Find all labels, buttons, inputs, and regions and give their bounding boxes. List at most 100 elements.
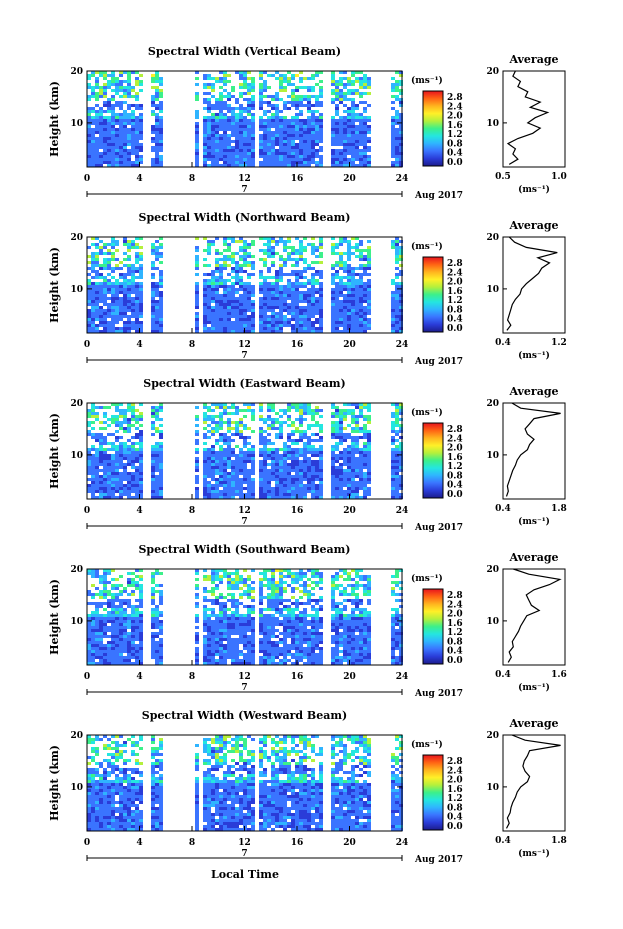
y-tick-label: 20 bbox=[70, 67, 83, 77]
panel-title: Spectral Width (Northward Beam) bbox=[139, 211, 351, 224]
average-x-tick-label: 1.8 bbox=[551, 836, 567, 846]
average-y-tick-label: 20 bbox=[486, 67, 499, 77]
colorbar-tick-label: 0.8 bbox=[447, 803, 463, 813]
x-tick-label: 16 bbox=[291, 672, 304, 682]
colorbar-unit: (ms⁻¹) bbox=[411, 739, 443, 750]
average-y-tick-label: 10 bbox=[486, 617, 499, 627]
colorbar-tick-label: 0.0 bbox=[447, 324, 463, 334]
y-axis-label: Height (km) bbox=[48, 81, 61, 157]
average-x-tick-label: 1.8 bbox=[551, 504, 567, 514]
colorbar-tick-label: 2.8 bbox=[447, 757, 463, 767]
heatmap-cells bbox=[87, 569, 403, 665]
x-tick-label: 20 bbox=[343, 506, 356, 516]
figure-xlabel: Local Time bbox=[211, 868, 279, 881]
average-profile-line bbox=[506, 236, 558, 331]
x-tick-label: 8 bbox=[189, 174, 195, 184]
average-frame bbox=[502, 402, 566, 500]
x-tick-label: 8 bbox=[189, 506, 195, 516]
colorbar-tick-label: 2.0 bbox=[447, 112, 463, 122]
colorbar-tick-label: 2.4 bbox=[447, 434, 463, 444]
date-label: Aug 2017 bbox=[414, 191, 463, 201]
average-y-tick-label: 10 bbox=[486, 451, 499, 461]
average-y-tick-label: 10 bbox=[486, 783, 499, 793]
colorbar-tick-label: 0.4 bbox=[447, 481, 463, 491]
date-label: Aug 2017 bbox=[414, 855, 463, 865]
x-tick-label: 24 bbox=[396, 672, 409, 682]
y-tick-label: 10 bbox=[70, 783, 83, 793]
y-tick-label: 20 bbox=[70, 233, 83, 243]
colorbar-tick-label: 0.8 bbox=[447, 139, 463, 149]
x-tick-label: 0 bbox=[84, 340, 90, 350]
panel-1: Spectral Width (Northward Beam) Height (k… bbox=[48, 211, 567, 367]
heatmap-cells bbox=[87, 403, 403, 499]
x-tick-label: 16 bbox=[291, 838, 304, 848]
colorbar-tick-label: 1.2 bbox=[447, 794, 463, 804]
y-axis-label: Height (km) bbox=[48, 247, 61, 323]
y-tick-label: 10 bbox=[70, 451, 83, 461]
colorbar bbox=[422, 588, 444, 665]
colorbar-unit: (ms⁻¹) bbox=[411, 75, 443, 86]
x-tick-label: 12 bbox=[238, 838, 251, 848]
average-frame bbox=[502, 568, 566, 666]
average-x-tick-label: 1.0 bbox=[551, 172, 567, 182]
average-title: Average bbox=[508, 551, 558, 564]
x-tick-label: 16 bbox=[291, 506, 304, 516]
colorbar bbox=[422, 90, 444, 167]
average-profile-line bbox=[505, 402, 561, 497]
colorbar-tick-label: 1.6 bbox=[447, 287, 463, 297]
x-tick-label: 0 bbox=[84, 672, 90, 682]
colorbar bbox=[422, 422, 444, 499]
colorbar-tick-label: 0.0 bbox=[447, 490, 463, 500]
colorbar-tick-label: 0.0 bbox=[447, 656, 463, 666]
average-y-tick-label: 10 bbox=[486, 285, 499, 295]
colorbar-tick-label: 2.4 bbox=[447, 766, 463, 776]
colorbar-tick-label: 0.4 bbox=[447, 315, 463, 325]
x-tick-label: 16 bbox=[291, 174, 304, 184]
y-axis-label: Height (km) bbox=[48, 579, 61, 655]
average-frame bbox=[502, 70, 566, 168]
colorbar-tick-label: 2.4 bbox=[447, 600, 463, 610]
colorbar bbox=[422, 754, 444, 831]
x-tick-label: 4 bbox=[136, 506, 142, 516]
colorbar-tick-label: 2.0 bbox=[447, 278, 463, 288]
colorbar-tick-label: 1.2 bbox=[447, 462, 463, 472]
average-xlabel: (ms⁻¹) bbox=[518, 350, 550, 361]
day-label: 7 bbox=[241, 185, 247, 195]
x-tick-label: 0 bbox=[84, 174, 90, 184]
x-tick-label: 0 bbox=[84, 506, 90, 516]
colorbar bbox=[422, 256, 444, 333]
colorbar-tick-label: 2.8 bbox=[447, 259, 463, 269]
average-profile-line bbox=[506, 70, 550, 165]
panel-title: Spectral Width (Vertical Beam) bbox=[148, 45, 341, 58]
colorbar-tick-label: 0.8 bbox=[447, 471, 463, 481]
date-label: Aug 2017 bbox=[414, 523, 463, 533]
average-xlabel: (ms⁻¹) bbox=[518, 184, 550, 195]
colorbar-tick-label: 0.4 bbox=[447, 813, 463, 823]
average-frame bbox=[502, 236, 566, 334]
average-title: Average bbox=[508, 717, 558, 730]
panel-0: Spectral Width (Vertical Beam) Height (km… bbox=[48, 45, 567, 201]
x-tick-label: 4 bbox=[136, 672, 142, 682]
average-y-tick-label: 20 bbox=[486, 399, 499, 409]
average-x-tick-label: 0.4 bbox=[495, 504, 511, 514]
colorbar-tick-label: 1.6 bbox=[447, 121, 463, 131]
average-x-tick-label: 1.2 bbox=[551, 338, 567, 348]
colorbar-tick-label: 0.4 bbox=[447, 149, 463, 159]
average-title: Average bbox=[508, 219, 558, 232]
day-label: 7 bbox=[241, 683, 247, 693]
colorbar-tick-label: 2.4 bbox=[447, 102, 463, 112]
x-tick-label: 24 bbox=[396, 340, 409, 350]
y-axis-label: Height (km) bbox=[48, 413, 61, 489]
average-profile-line bbox=[505, 734, 561, 829]
colorbar-tick-label: 2.0 bbox=[447, 610, 463, 620]
average-x-tick-label: 0.5 bbox=[495, 172, 511, 182]
x-tick-label: 4 bbox=[136, 838, 142, 848]
day-label: 7 bbox=[241, 351, 247, 361]
x-tick-label: 20 bbox=[343, 672, 356, 682]
average-xlabel: (ms⁻¹) bbox=[518, 682, 550, 693]
x-tick-label: 8 bbox=[189, 672, 195, 682]
day-label: 7 bbox=[241, 517, 247, 527]
panel-title: Spectral Width (Eastward Beam) bbox=[143, 377, 345, 390]
average-frame bbox=[502, 734, 566, 832]
x-tick-label: 20 bbox=[343, 340, 356, 350]
